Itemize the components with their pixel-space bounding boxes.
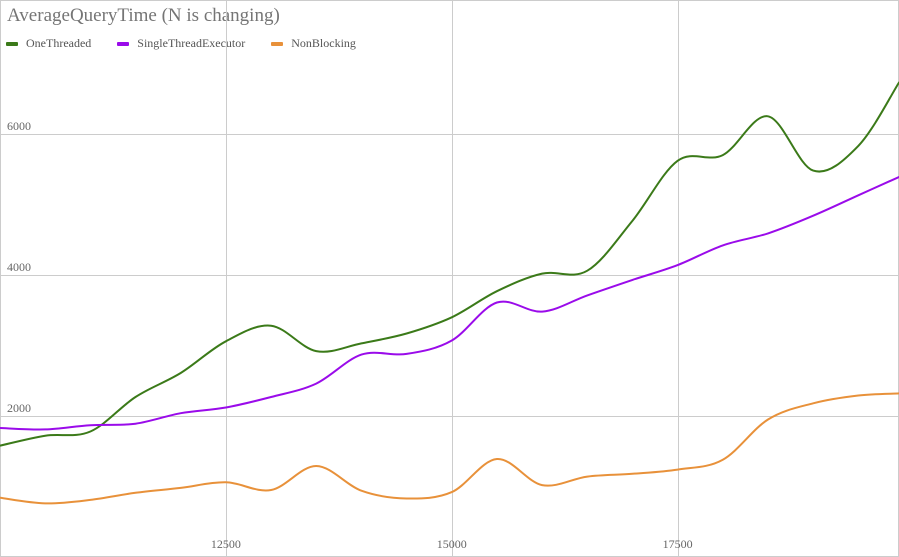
legend-label-onethreaded: OneThreaded <box>26 36 92 50</box>
chart-title: AverageQueryTime (N is changing) <box>7 5 280 26</box>
legend-item-singlethreadexecutor[interactable]: SingleThreadExecutor <box>117 36 245 51</box>
series-line-onethreaded <box>0 81 899 447</box>
y-tick-label: 4000 <box>7 260 31 274</box>
x-tick-label: 17500 <box>663 537 693 551</box>
x-tick-label: 15000 <box>437 537 467 551</box>
series-line-singlethreadexecutor <box>0 176 899 431</box>
legend-label-nonblocking: NonBlocking <box>291 36 356 50</box>
legend-swatch-singlethreadexecutor <box>117 41 130 46</box>
series-line-nonblocking <box>0 392 899 505</box>
legend-item-nonblocking[interactable]: NonBlocking <box>271 36 356 51</box>
y-tick-label: 6000 <box>7 119 31 133</box>
legend-label-singlethreadexecutor: SingleThreadExecutor <box>137 36 246 50</box>
legend-swatch-nonblocking <box>271 41 284 46</box>
y-tick-label: 2000 <box>7 401 31 415</box>
legend-swatch-onethreaded <box>6 41 18 46</box>
legend: OneThreaded SingleThreadExecutor NonBloc… <box>6 36 382 51</box>
x-tick-label: 12500 <box>211 537 241 551</box>
legend-item-onethreaded[interactable]: OneThreaded <box>6 36 91 51</box>
